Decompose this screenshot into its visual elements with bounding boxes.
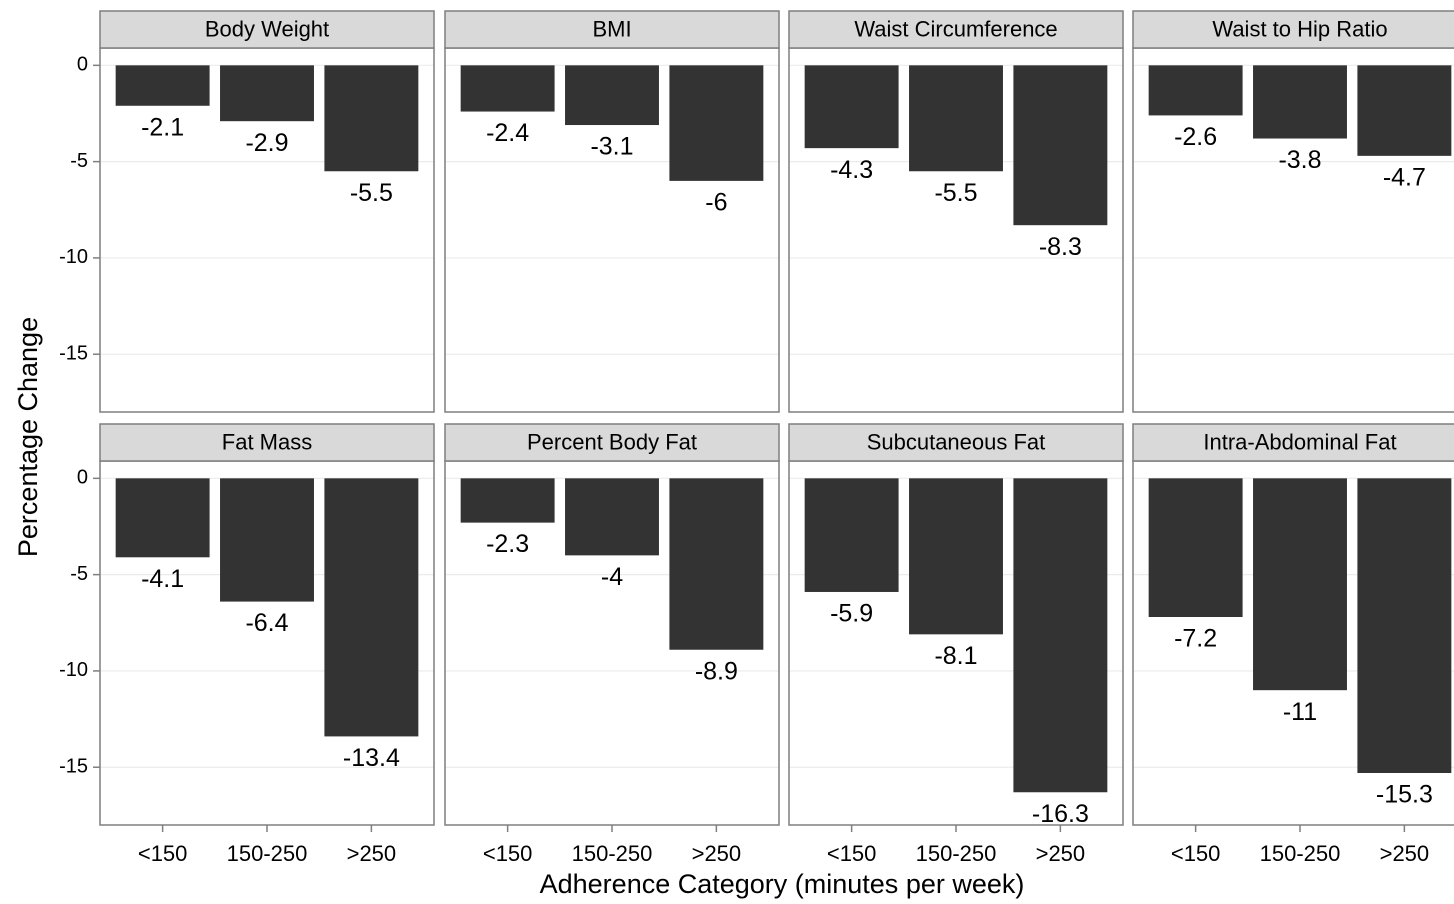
bar [460,478,555,523]
x-tick-label: 150-250 [572,841,653,866]
x-tick-label: >250 [1036,841,1086,866]
x-axis-title: Adherence Category (minutes per week) [540,869,1025,899]
bar [669,478,764,650]
bar [909,478,1003,635]
x-tick-label: 150-250 [1260,841,1341,866]
value-label: -4.1 [141,565,184,593]
value-label: -15.3 [1376,781,1433,809]
value-label: -2.6 [1174,123,1217,151]
value-label: -2.4 [486,119,529,147]
bar [565,478,659,556]
value-label: -8.9 [695,657,738,685]
bar [115,65,210,106]
bar [115,478,210,558]
x-tick-label: 150-250 [227,841,308,866]
x-tick-label: <150 [827,841,877,866]
bar [1013,65,1108,226]
y-tick-label: -15 [59,343,88,365]
facet-strip [444,423,780,462]
value-label: -2.3 [486,530,529,558]
facet-title: Percent Body Fat [527,429,697,454]
value-label: -4.3 [830,156,873,184]
bar [1148,478,1243,617]
bar [220,65,314,122]
x-tick-label: >250 [1380,841,1430,866]
facet-strip [99,423,435,462]
bar [1148,65,1243,116]
value-label: -11 [1283,698,1317,726]
facet-strip [1132,423,1454,462]
bar [1357,478,1452,773]
y-tick-label: 0 [77,54,88,76]
bar [1357,65,1452,156]
value-label: -8.3 [1039,233,1082,261]
y-tick-label: -15 [59,756,88,778]
x-tick-label: 150-250 [916,841,997,866]
y-tick-label: -5 [70,150,88,172]
value-label: -4.7 [1383,163,1426,191]
bar [565,65,659,126]
bar [1253,65,1347,139]
facet-strip [99,10,435,49]
bar [669,65,764,181]
facet-title: Subcutaneous Fat [867,429,1046,454]
x-tick-label: <150 [138,841,188,866]
bar [804,65,899,149]
bar [1253,478,1347,691]
bar [1013,478,1108,793]
bar [220,478,314,602]
value-label: -4 [601,563,623,591]
x-tick-label: <150 [1171,841,1221,866]
facet-title: Fat Mass [222,429,312,454]
bar [324,65,419,172]
value-label: -5.9 [830,600,873,628]
y-tick-label: -10 [59,246,88,268]
value-label: -13.4 [343,744,400,772]
facet-title: BMI [592,16,631,41]
y-tick-label: -5 [70,563,88,585]
bar [460,65,555,112]
bar [909,65,1003,172]
facet-strip [788,10,1124,49]
facet-strip [788,423,1124,462]
facet-title: Waist Circumference [854,16,1057,41]
x-tick-label: >250 [692,841,742,866]
bar [324,478,419,737]
facet-title: Body Weight [205,16,329,41]
bar [804,478,899,592]
facet-strip [1132,10,1454,49]
y-axis-title: Percentage Change [13,317,43,557]
facet-strip [444,10,780,49]
value-label: -5.5 [350,179,393,207]
value-label: -16.3 [1032,800,1089,828]
x-tick-label: >250 [347,841,397,866]
y-tick-label: -10 [59,659,88,681]
value-label: -7.2 [1174,625,1217,653]
value-label: -5.5 [934,179,977,207]
facet-title: Waist to Hip Ratio [1212,16,1387,41]
value-label: -2.9 [245,129,288,157]
value-label: -6.4 [245,609,288,637]
value-label: -3.8 [1278,146,1321,174]
y-tick-label: 0 [77,467,88,489]
x-tick-label: <150 [483,841,533,866]
value-label: -2.1 [141,113,184,141]
value-label: -6 [705,188,727,216]
facet-title: Intra-Abdominal Fat [1203,429,1396,454]
value-label: -8.1 [934,642,977,670]
value-label: -3.1 [590,133,633,161]
